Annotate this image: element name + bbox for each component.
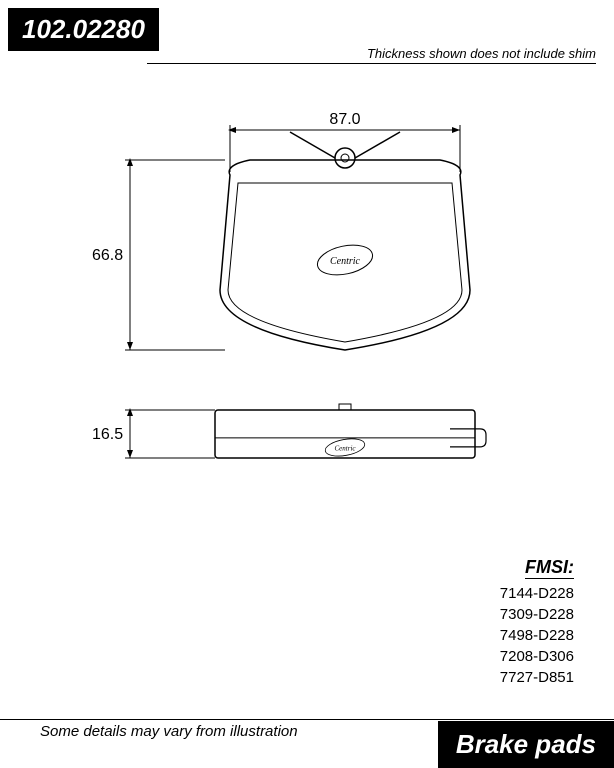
fmsi-title: FMSI:	[525, 557, 574, 579]
fmsi-list: 7144-D2287309-D2287498-D2287208-D3067727…	[500, 583, 574, 688]
footer-note: Some details may vary from illustration	[40, 723, 298, 740]
footer-divider	[0, 719, 614, 720]
fmsi-code: 7727-D851	[500, 667, 574, 688]
svg-text:Centric: Centric	[335, 444, 357, 452]
thickness-note: Thickness shown does not include shim	[367, 46, 596, 61]
fmsi-code: 7144-D228	[500, 583, 574, 604]
fmsi-block: FMSI: 7144-D2287309-D2287498-D2287208-D3…	[500, 557, 574, 688]
svg-text:87.0: 87.0	[329, 111, 360, 128]
fmsi-code: 7498-D228	[500, 625, 574, 646]
svg-text:Centric: Centric	[330, 256, 361, 267]
fmsi-code: 7208-D306	[500, 646, 574, 667]
svg-text:16.5: 16.5	[92, 426, 123, 443]
footer-label: Brake pads	[438, 721, 614, 768]
fmsi-code: 7309-D228	[500, 604, 574, 625]
svg-text:66.8: 66.8	[92, 247, 123, 264]
part-number: 102.02280	[8, 8, 159, 51]
technical-diagram: Centric 87.0 66.8 Centric 16.5	[60, 100, 550, 580]
